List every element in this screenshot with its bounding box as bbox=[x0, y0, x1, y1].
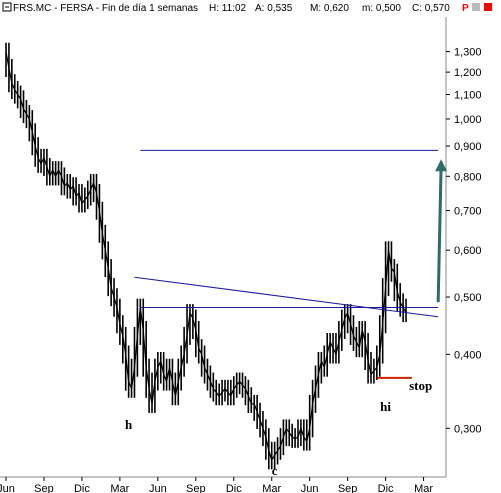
price-series bbox=[5, 42, 407, 470]
y-tick-label: 0,900 bbox=[454, 141, 482, 153]
header-time: H: 11:02 bbox=[209, 3, 246, 14]
header-open: A: 0,535 bbox=[255, 3, 293, 14]
collapse-box-icon[interactable] bbox=[2, 2, 12, 12]
annotation-h: h bbox=[125, 417, 133, 432]
x-tick-label: Sep bbox=[338, 483, 358, 493]
y-tick-label: 1,200 bbox=[454, 67, 482, 79]
header-low: m: 0,500 bbox=[362, 3, 401, 14]
header-close: C: 0,570 bbox=[412, 3, 450, 14]
x-tick-label: Mar bbox=[262, 483, 281, 493]
x-tick-label: Dic bbox=[226, 483, 242, 493]
y-tick-label: 1,300 bbox=[454, 47, 482, 59]
x-tick-label: Jun bbox=[149, 483, 167, 493]
red-square-icon[interactable] bbox=[484, 3, 492, 11]
x-tick-label: Jun bbox=[301, 483, 319, 493]
chart-header: FRS.MC - FERSA - Fin de día 1 semanas H:… bbox=[0, 0, 501, 16]
y-axis-ticks: 1,300 1,200 1,100 1,000 0,900 0,800 0,700 0,600… bbox=[446, 47, 482, 435]
annotation-hi: hi bbox=[380, 399, 391, 414]
x-tick-label: Jun bbox=[0, 483, 15, 493]
x-tick-label: Sep bbox=[186, 483, 206, 493]
header-symbol: FRS.MC - FERSA - Fin de día 1 semanas bbox=[13, 3, 198, 14]
x-tick-label: Mar bbox=[414, 483, 433, 493]
header-high: M: 0,620 bbox=[310, 3, 349, 14]
y-tick-label: 0,700 bbox=[454, 206, 482, 218]
trendline-diagonal bbox=[134, 276, 439, 318]
trendlines bbox=[134, 149, 439, 379]
projection-arrow bbox=[435, 159, 448, 303]
annotation-c: c bbox=[272, 463, 278, 478]
x-tick-label: Sep bbox=[34, 483, 54, 493]
y-tick-label: 1,000 bbox=[454, 114, 482, 126]
x-axis-ticks: Jun Sep Dic Mar Jun Sep Dic Mar Jun Sep Dic Mar bbox=[0, 477, 433, 493]
y-tick-label: 0,800 bbox=[454, 171, 482, 183]
annotations: h c hi stop bbox=[125, 378, 432, 478]
y-tick-label: 0,300 bbox=[454, 423, 482, 435]
gray-square-icon[interactable] bbox=[472, 3, 480, 11]
annotation-stop: stop bbox=[409, 378, 432, 393]
price-line bbox=[5, 51, 407, 462]
projection-arrow-shaft bbox=[436, 167, 443, 303]
p-icon[interactable]: P bbox=[462, 3, 469, 14]
plot-area: 1,300 1,200 1,100 1,000 0,900 0,800 0,700 0,600… bbox=[0, 17, 482, 493]
x-tick-label: Dic bbox=[74, 483, 90, 493]
y-tick-label: 0,400 bbox=[454, 349, 482, 361]
projection-arrow-head bbox=[435, 159, 448, 172]
y-tick-label: 0,600 bbox=[454, 245, 482, 257]
y-tick-label: 0,500 bbox=[454, 292, 482, 304]
y-tick-label: 1,100 bbox=[454, 89, 482, 101]
x-tick-label: Mar bbox=[110, 483, 129, 493]
x-tick-label: Dic bbox=[378, 483, 394, 493]
header-bar bbox=[0, 0, 501, 16]
